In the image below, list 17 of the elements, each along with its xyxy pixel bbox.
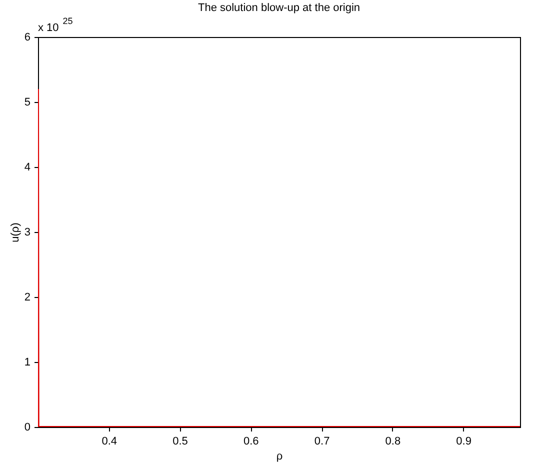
x-tick-label: 0.5 bbox=[172, 436, 188, 448]
x-axis-title: ρ bbox=[276, 450, 283, 462]
x-tick-label: 0.8 bbox=[385, 436, 401, 448]
text: x 1025 bbox=[38, 16, 73, 34]
y-tick-label: 4 bbox=[24, 162, 30, 174]
x-tick-label: 0.6 bbox=[244, 436, 259, 448]
y-tick-label: 3 bbox=[24, 226, 30, 238]
x-tick-label: 0.4 bbox=[102, 436, 118, 448]
x-tick-label: 0.7 bbox=[314, 436, 330, 448]
y-tick-label: 2 bbox=[24, 292, 30, 304]
y-tick-label: 1 bbox=[24, 356, 30, 368]
chart-title: The solution blow-up at the origin bbox=[198, 2, 360, 14]
x-tick-label: 0.9 bbox=[456, 436, 472, 448]
y-axis-title: u(ρ) bbox=[9, 222, 22, 242]
y-tick-label: 0 bbox=[24, 422, 30, 434]
y-tick-label: 5 bbox=[24, 96, 30, 108]
y-tick-label: 6 bbox=[24, 32, 30, 44]
